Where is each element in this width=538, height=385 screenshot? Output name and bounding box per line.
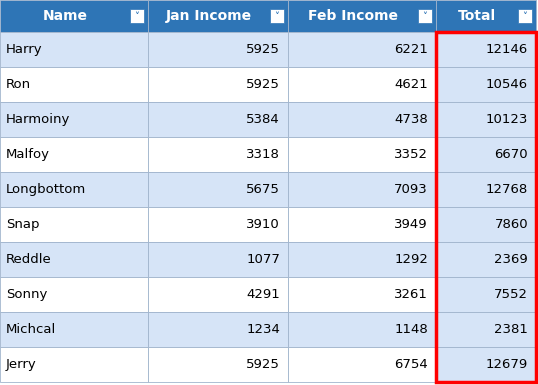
Text: 5675: 5675 — [246, 183, 280, 196]
Bar — [0, 347, 148, 382]
Text: 5925: 5925 — [246, 78, 280, 91]
Text: Michcal: Michcal — [6, 323, 56, 336]
Text: 7552: 7552 — [494, 288, 528, 301]
Bar — [0, 102, 148, 137]
Bar — [0, 277, 148, 312]
Bar — [288, 102, 436, 137]
Text: Malfoy: Malfoy — [6, 148, 50, 161]
Text: 10546: 10546 — [486, 78, 528, 91]
Bar — [436, 277, 536, 312]
Bar — [418, 9, 432, 23]
Bar — [148, 102, 288, 137]
Bar — [148, 207, 288, 242]
Bar — [148, 277, 288, 312]
Text: 7860: 7860 — [494, 218, 528, 231]
Text: 12146: 12146 — [486, 43, 528, 56]
Text: 4738: 4738 — [394, 113, 428, 126]
Bar — [518, 9, 532, 23]
Bar — [0, 67, 148, 102]
Bar — [0, 172, 148, 207]
Text: 6754: 6754 — [394, 358, 428, 371]
Text: Snap: Snap — [6, 218, 39, 231]
Bar — [436, 32, 536, 67]
Bar — [288, 0, 436, 32]
Bar — [288, 312, 436, 347]
Text: 1292: 1292 — [394, 253, 428, 266]
Text: 7093: 7093 — [394, 183, 428, 196]
Bar — [436, 347, 536, 382]
Text: ˅: ˅ — [274, 12, 279, 22]
Text: Sonny: Sonny — [6, 288, 47, 301]
Bar — [436, 172, 536, 207]
Text: ˅: ˅ — [522, 12, 527, 22]
Bar — [288, 242, 436, 277]
Bar — [288, 207, 436, 242]
Bar — [436, 67, 536, 102]
Bar — [436, 32, 536, 382]
Bar — [0, 312, 148, 347]
Text: 1234: 1234 — [246, 323, 280, 336]
Text: 6670: 6670 — [494, 148, 528, 161]
Text: 6221: 6221 — [394, 43, 428, 56]
Bar — [148, 242, 288, 277]
Bar — [288, 67, 436, 102]
Text: 10123: 10123 — [486, 113, 528, 126]
Bar — [148, 172, 288, 207]
Text: ˅: ˅ — [134, 12, 139, 22]
Text: 1077: 1077 — [246, 253, 280, 266]
Text: 1148: 1148 — [394, 323, 428, 336]
Bar — [148, 347, 288, 382]
Bar — [436, 312, 536, 347]
Text: 2381: 2381 — [494, 323, 528, 336]
Bar — [0, 32, 148, 67]
Bar — [436, 242, 536, 277]
Bar — [436, 0, 536, 32]
Bar — [148, 67, 288, 102]
Text: 4291: 4291 — [246, 288, 280, 301]
Bar — [436, 137, 536, 172]
Text: Total: Total — [458, 9, 496, 23]
Bar — [0, 242, 148, 277]
Text: Harmoiny: Harmoiny — [6, 113, 70, 126]
Text: Reddle: Reddle — [6, 253, 52, 266]
Text: Harry: Harry — [6, 43, 43, 56]
Text: Jan Income: Jan Income — [166, 9, 252, 23]
Text: Name: Name — [43, 9, 88, 23]
Text: 5925: 5925 — [246, 358, 280, 371]
Bar — [436, 207, 536, 242]
Bar — [148, 32, 288, 67]
Text: 12768: 12768 — [486, 183, 528, 196]
Text: 5925: 5925 — [246, 43, 280, 56]
Bar — [436, 102, 536, 137]
Text: Feb Income: Feb Income — [308, 9, 398, 23]
Text: ˅: ˅ — [422, 12, 427, 22]
Bar — [130, 9, 144, 23]
Bar — [0, 0, 148, 32]
Bar — [288, 137, 436, 172]
Text: 3352: 3352 — [394, 148, 428, 161]
Bar — [0, 137, 148, 172]
Text: 5384: 5384 — [246, 113, 280, 126]
Bar — [148, 0, 288, 32]
Text: 3318: 3318 — [246, 148, 280, 161]
Text: 12679: 12679 — [486, 358, 528, 371]
Bar — [270, 9, 284, 23]
Bar — [288, 32, 436, 67]
Text: Ron: Ron — [6, 78, 31, 91]
Bar — [288, 277, 436, 312]
Bar — [288, 172, 436, 207]
Text: Longbottom: Longbottom — [6, 183, 86, 196]
Bar — [148, 312, 288, 347]
Bar — [288, 347, 436, 382]
Text: 4621: 4621 — [394, 78, 428, 91]
Text: Jerry: Jerry — [6, 358, 37, 371]
Text: 3910: 3910 — [246, 218, 280, 231]
Bar — [0, 207, 148, 242]
Text: 3949: 3949 — [394, 218, 428, 231]
Text: 3261: 3261 — [394, 288, 428, 301]
Bar — [148, 137, 288, 172]
Text: 2369: 2369 — [494, 253, 528, 266]
